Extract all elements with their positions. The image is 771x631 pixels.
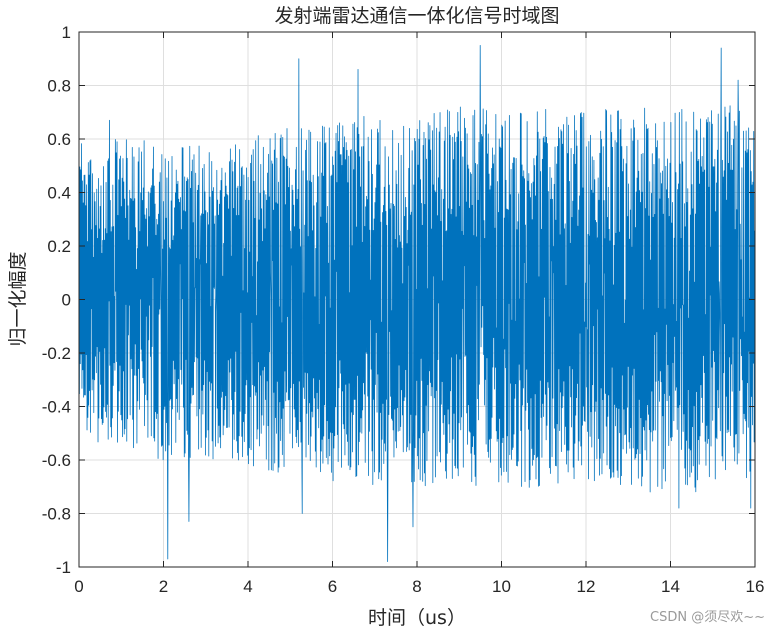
x-tick-label: 14 [661, 577, 680, 596]
signal-series [78, 44, 756, 563]
y-tick-label: -0.6 [42, 451, 71, 470]
y-tick-label: 0 [62, 291, 71, 310]
x-tick-label: 0 [74, 577, 83, 596]
y-tick-label: -0.8 [42, 505, 71, 524]
y-axis-label: 归一化幅度 [7, 251, 29, 346]
x-tick-label: 4 [243, 577, 252, 596]
x-tick-label: 6 [328, 577, 337, 596]
x-tick-label: 8 [412, 577, 421, 596]
y-tick-label: 0.6 [47, 130, 71, 149]
y-tick-label: -1 [56, 558, 71, 577]
y-tick-label: -0.2 [42, 344, 71, 363]
y-tick-label: -0.4 [42, 398, 71, 417]
x-tick-label: 2 [159, 577, 168, 596]
y-tick-label: 1 [62, 23, 71, 42]
axis-ticks: 0 2 4 6 8 10 12 14 16 -1 -0.8 -0.6 -0.4 -0.2 0 0.2 0.4 0.… [42, 23, 765, 596]
signal-line [78, 44, 756, 563]
chart-title: 发射端雷达通信一体化信号时域图 [274, 5, 559, 27]
x-tick-label: 16 [746, 577, 765, 596]
x-tick-label: 10 [492, 577, 511, 596]
y-tick-label: 0.2 [47, 237, 71, 256]
x-axis-label: 时间（us） [368, 607, 466, 629]
y-tick-label: 0.8 [47, 77, 71, 96]
x-tick-label: 12 [577, 577, 596, 596]
watermark-text: CSDN @须尽欢~~ [650, 610, 765, 625]
y-tick-label: 0.4 [47, 184, 71, 203]
